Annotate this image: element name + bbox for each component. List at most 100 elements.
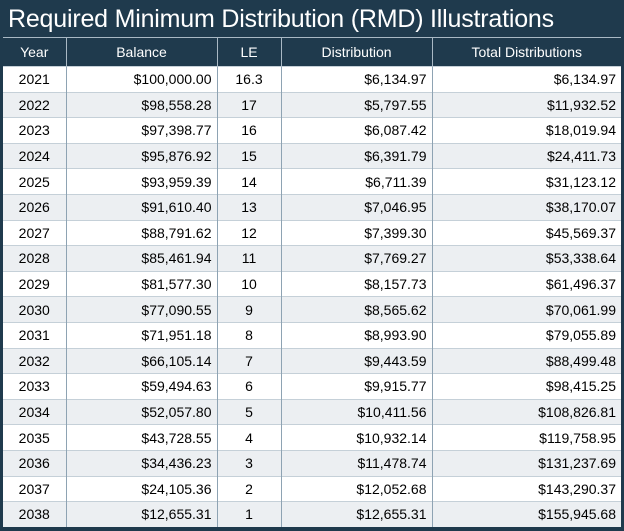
cell-balance: $81,577.30 <box>66 270 218 297</box>
table-row: 2032 $66,105.14 7 $9,443.59 $88,499.48 <box>3 347 621 374</box>
cell-year: 2035 <box>3 424 67 451</box>
table-container: Year Balance LE Distribution Total Distr… <box>3 37 621 527</box>
cell-distribution: $10,411.56 <box>281 398 433 425</box>
rmd-table: Year Balance LE Distribution Total Distr… <box>3 37 621 527</box>
table-row: 2023 $97,398.77 16 $6,087.42 $18,019.94 <box>3 117 621 144</box>
cell-year: 2032 <box>3 347 67 374</box>
cell-distribution: $6,391.79 <box>281 142 433 169</box>
cell-le: 3 <box>217 449 282 476</box>
table-row: 2033 $59,494.63 6 $9,915.77 $98,415.25 <box>3 373 621 400</box>
cell-le: 9 <box>217 296 282 323</box>
cell-le: 8 <box>217 321 282 349</box>
cell-year: 2026 <box>3 193 67 221</box>
table-row: 2037 $24,105.36 2 $12,052.68 $143,290.37 <box>3 475 621 502</box>
cell-year: 2030 <box>3 296 67 323</box>
table-row: 2025 $93,959.39 14 $6,711.39 $31,123.12 <box>3 168 621 195</box>
table-body: 2021 $100,000.00 16.3 $6,134.97 $6,134.97 202… <box>3 66 621 527</box>
cell-distribution: $6,087.42 <box>281 117 433 144</box>
table-row: 2034 $52,057.80 5 $10,411.56 $108,826.81 <box>3 398 621 425</box>
cell-year: 2027 <box>3 219 67 246</box>
cell-le: 16.3 <box>217 66 282 93</box>
cell-balance: $43,728.55 <box>66 424 218 451</box>
cell-distribution: $7,046.95 <box>281 193 433 221</box>
cell-total-distributions: $143,290.37 <box>432 475 621 502</box>
cell-total-distributions: $119,758.95 <box>432 424 621 451</box>
table-row: 2021 $100,000.00 16.3 $6,134.97 $6,134.97 <box>3 66 621 93</box>
cell-distribution: $11,478.74 <box>281 449 433 476</box>
table-row: 2026 $91,610.40 13 $7,046.95 $38,170.07 <box>3 193 621 221</box>
table-row: 2024 $95,876.92 15 $6,391.79 $24,411.73 <box>3 142 621 169</box>
cell-balance: $88,791.62 <box>66 219 218 246</box>
cell-le: 7 <box>217 347 282 374</box>
cell-balance: $71,951.18 <box>66 321 218 349</box>
cell-balance: $34,436.23 <box>66 449 218 476</box>
cell-le: 5 <box>217 398 282 425</box>
table-row: 2030 $77,090.55 9 $8,565.62 $70,061.99 <box>3 296 621 323</box>
cell-year: 2028 <box>3 245 67 272</box>
cell-balance: $91,610.40 <box>66 193 218 221</box>
table-row: 2035 $43,728.55 4 $10,932.14 $119,758.95 <box>3 424 621 451</box>
cell-balance: $97,398.77 <box>66 117 218 144</box>
page-title: Required Minimum Distribution (RMD) Illu… <box>8 5 554 33</box>
column-header-year: Year <box>3 37 67 67</box>
cell-total-distributions: $108,826.81 <box>432 398 621 425</box>
cell-le: 1 <box>217 501 282 527</box>
cell-distribution: $9,915.77 <box>281 373 433 400</box>
cell-balance: $77,090.55 <box>66 296 218 323</box>
cell-distribution: $8,565.62 <box>281 296 433 323</box>
cell-year: 2021 <box>3 66 67 93</box>
table-row: 2038 $12,655.31 1 $12,655.31 $155,945.68 <box>3 501 621 527</box>
cell-total-distributions: $131,237.69 <box>432 449 621 476</box>
cell-distribution: $12,052.68 <box>281 475 433 502</box>
column-header-distribution: Distribution <box>281 37 433 67</box>
cell-balance: $52,057.80 <box>66 398 218 425</box>
cell-distribution: $6,711.39 <box>281 168 433 195</box>
table-row: 2022 $98,558.28 17 $5,797.55 $11,932.52 <box>3 91 621 118</box>
cell-total-distributions: $79,055.89 <box>432 321 621 349</box>
column-header-total-distributions: Total Distributions <box>432 37 621 67</box>
cell-le: 17 <box>217 91 282 118</box>
cell-balance: $12,655.31 <box>66 501 218 527</box>
cell-balance: $24,105.36 <box>66 475 218 502</box>
table-row: 2028 $85,461.94 11 $7,769.27 $53,338.64 <box>3 245 621 272</box>
cell-le: 15 <box>217 142 282 169</box>
cell-le: 11 <box>217 245 282 272</box>
cell-distribution: $7,769.27 <box>281 245 433 272</box>
table-row: 2036 $34,436.23 3 $11,478.74 $131,237.69 <box>3 449 621 476</box>
table-row: 2027 $88,791.62 12 $7,399.30 $45,569.37 <box>3 219 621 246</box>
cell-total-distributions: $31,123.12 <box>432 168 621 195</box>
cell-le: 6 <box>217 373 282 400</box>
cell-total-distributions: $18,019.94 <box>432 117 621 144</box>
column-header-balance: Balance <box>66 37 218 67</box>
column-header-le: LE <box>217 37 282 67</box>
cell-distribution: $7,399.30 <box>281 219 433 246</box>
cell-balance: $100,000.00 <box>66 66 218 93</box>
cell-total-distributions: $61,496.37 <box>432 270 621 297</box>
cell-balance: $85,461.94 <box>66 245 218 272</box>
cell-balance: $95,876.92 <box>66 142 218 169</box>
cell-balance: $59,494.63 <box>66 373 218 400</box>
cell-year: 2022 <box>3 91 67 118</box>
cell-total-distributions: $98,415.25 <box>432 373 621 400</box>
cell-distribution: $6,134.97 <box>281 66 433 93</box>
cell-le: 12 <box>217 219 282 246</box>
cell-distribution: $10,932.14 <box>281 424 433 451</box>
table-row: 2031 $71,951.18 8 $8,993.90 $79,055.89 <box>3 321 621 349</box>
cell-year: 2034 <box>3 398 67 425</box>
cell-distribution: $9,443.59 <box>281 347 433 374</box>
cell-le: 2 <box>217 475 282 502</box>
cell-distribution: $12,655.31 <box>281 501 433 527</box>
cell-distribution: $8,157.73 <box>281 270 433 297</box>
cell-year: 2033 <box>3 373 67 400</box>
cell-year: 2037 <box>3 475 67 502</box>
cell-total-distributions: $24,411.73 <box>432 142 621 169</box>
cell-total-distributions: $11,932.52 <box>432 91 621 118</box>
cell-year: 2023 <box>3 117 67 144</box>
cell-balance: $66,105.14 <box>66 347 218 374</box>
cell-total-distributions: $53,338.64 <box>432 245 621 272</box>
cell-year: 2031 <box>3 321 67 349</box>
cell-total-distributions: $70,061.99 <box>432 296 621 323</box>
cell-le: 14 <box>217 168 282 195</box>
cell-total-distributions: $6,134.97 <box>432 66 621 93</box>
